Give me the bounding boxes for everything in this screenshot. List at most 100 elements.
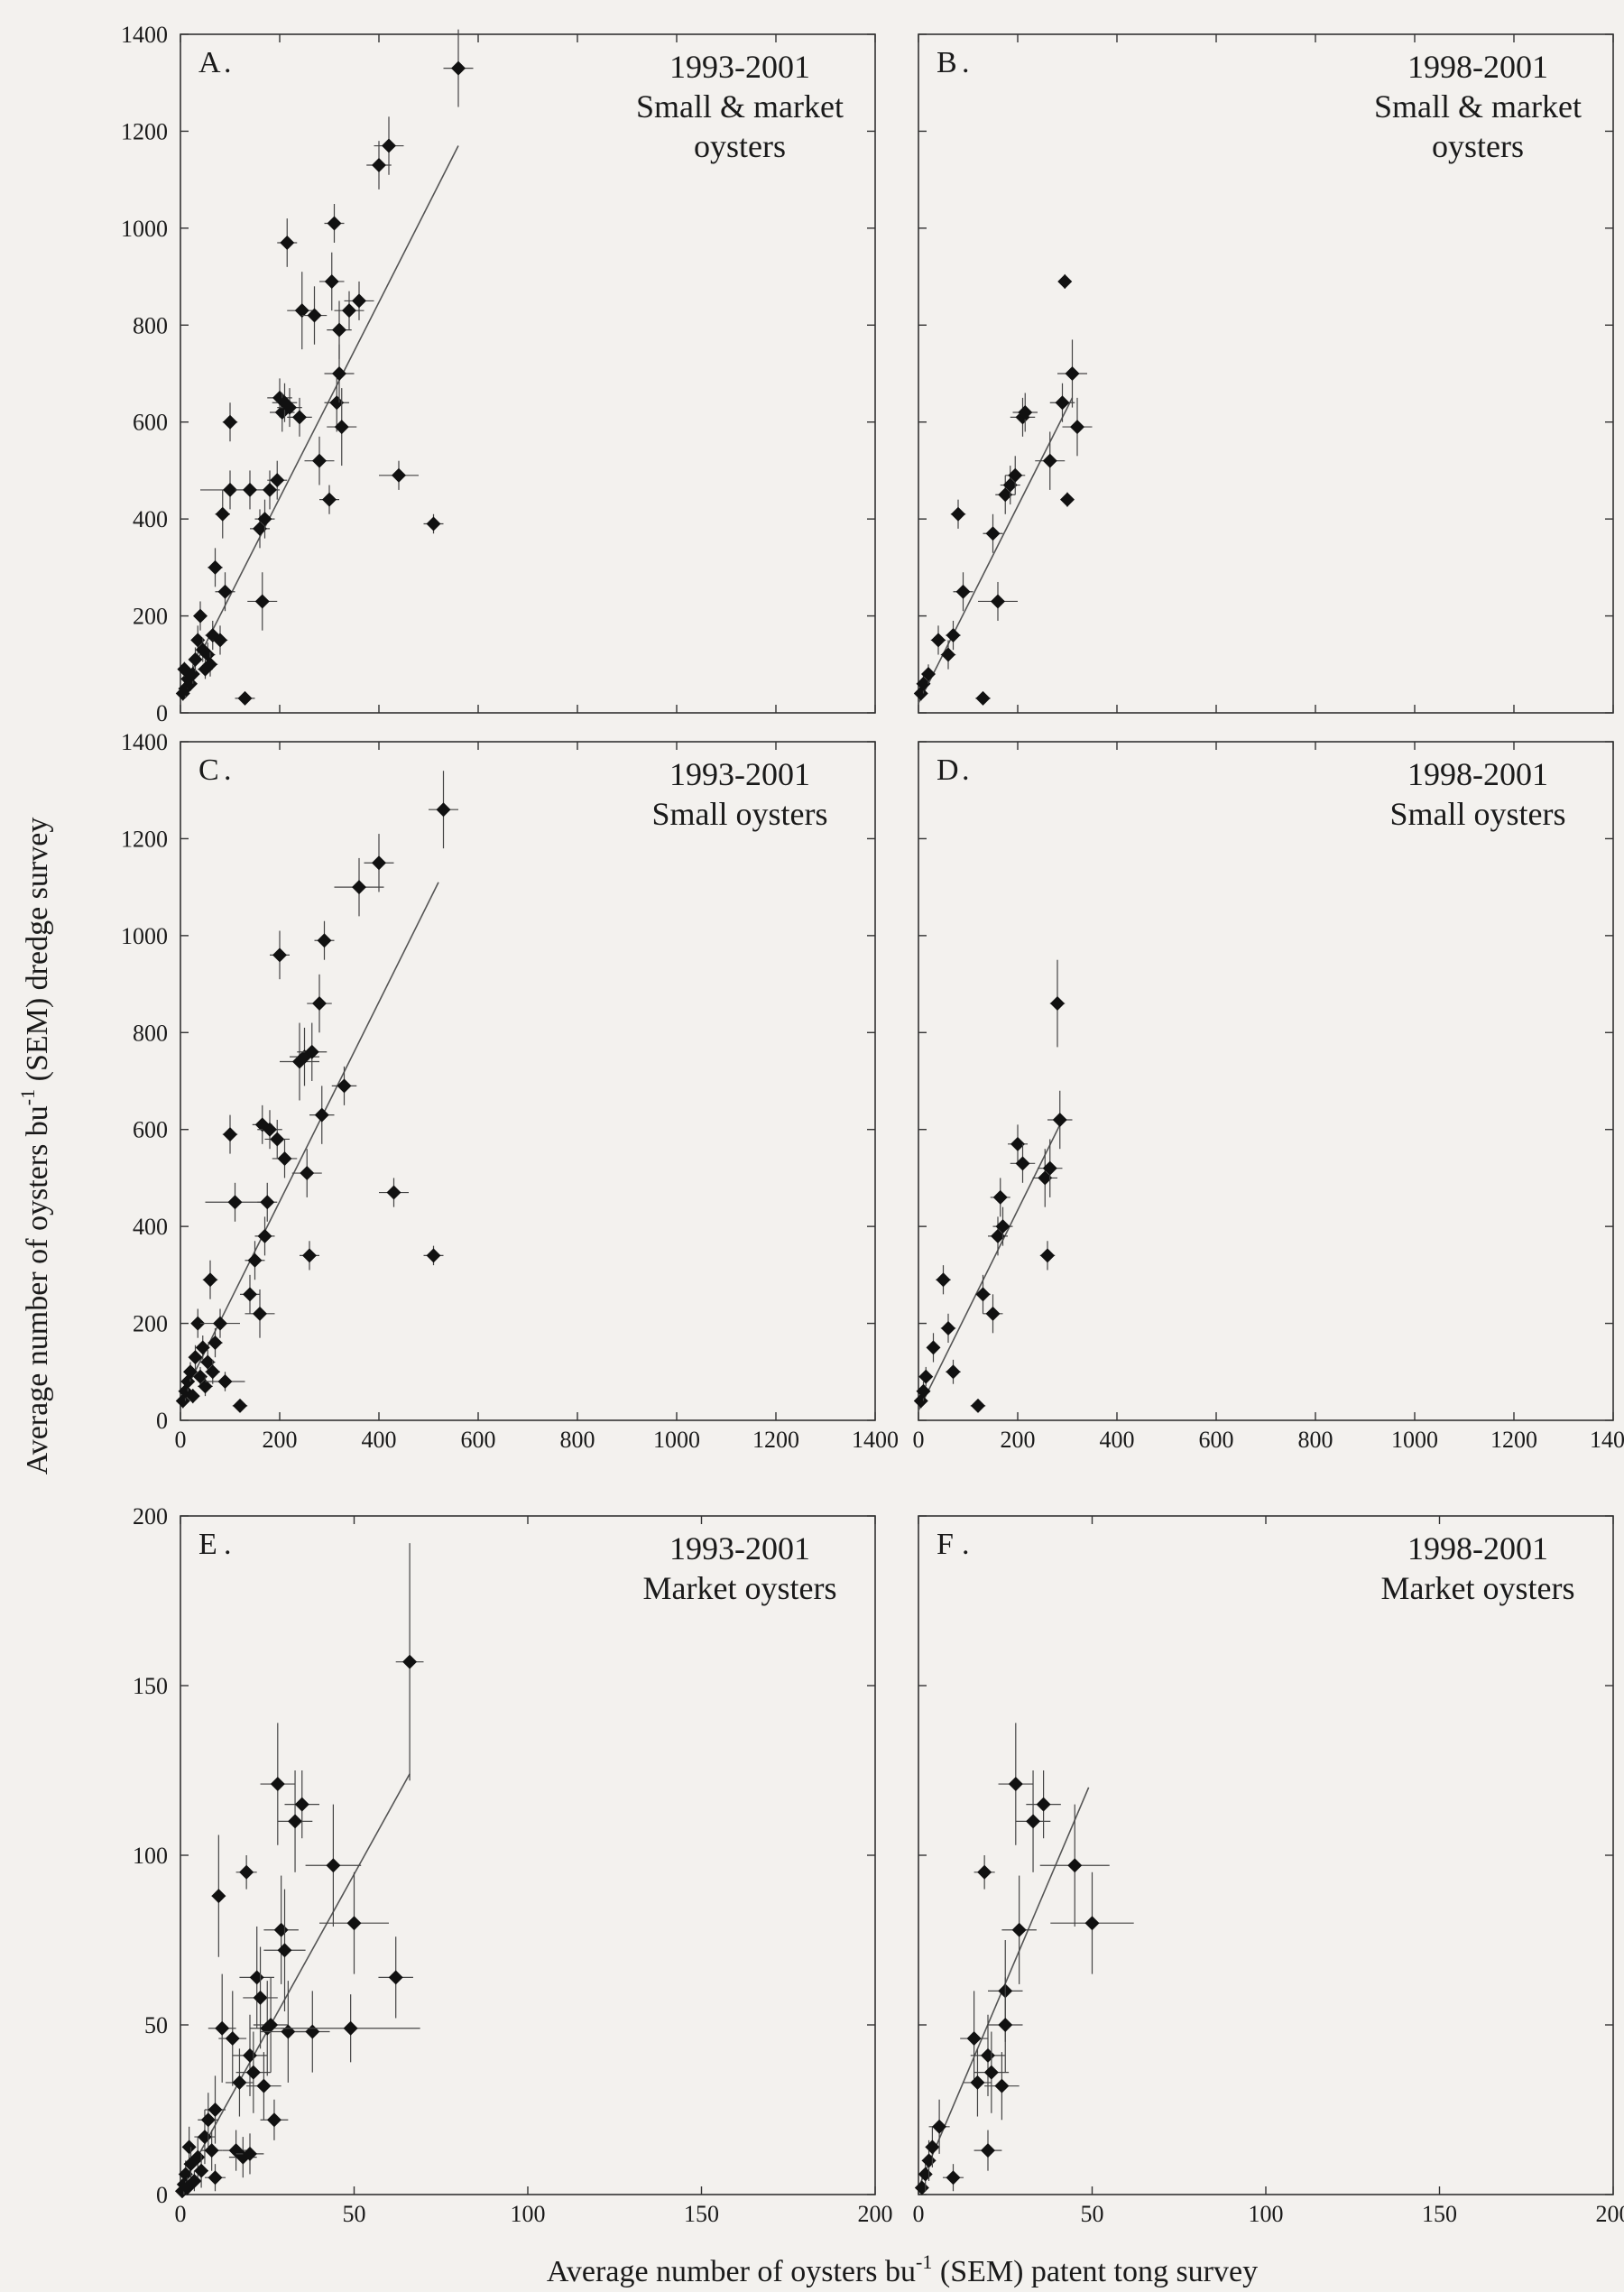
diamond-marker (195, 1340, 210, 1355)
data-point (226, 2048, 254, 2117)
y-tick-label: 1000 (121, 216, 168, 242)
data-point (235, 2133, 264, 2175)
x-tick-label: 600 (1199, 1427, 1234, 1453)
data-point (940, 1313, 956, 1344)
diamond-marker (270, 473, 285, 488)
x-tick-label: 400 (362, 1427, 397, 1453)
panel-letter-dot: . (962, 753, 970, 787)
diamond-marker (981, 2143, 995, 2158)
data-point (319, 485, 339, 514)
x-tick-label: 800 (560, 1427, 595, 1453)
diamond-marker (217, 1374, 233, 1390)
data-point (344, 281, 374, 320)
data-point (205, 1182, 265, 1222)
data-point (204, 2164, 226, 2192)
y-tick-label: 200 (133, 604, 168, 630)
diamond-marker (998, 2018, 1013, 2032)
y-tick-label: 400 (133, 1214, 168, 1240)
diamond-marker (970, 2075, 985, 2090)
data-point (245, 1241, 265, 1280)
data-point (324, 204, 345, 243)
x-tick-label: 150 (1422, 2201, 1457, 2227)
diamond-marker (280, 235, 295, 250)
data-point (200, 1308, 240, 1338)
diamond-marker (260, 1195, 275, 1210)
data-point (314, 920, 335, 960)
data-point (267, 460, 288, 500)
panel-letter-dot: . (962, 1528, 970, 1561)
data-point (988, 1977, 1023, 2073)
y-tick-label: 1200 (121, 118, 168, 144)
data-point (254, 499, 275, 539)
diamond-marker (1057, 273, 1073, 289)
diamond-marker (372, 855, 386, 871)
diamond-marker (1008, 467, 1023, 483)
data-point (253, 1977, 289, 2073)
y-tick-label: 0 (156, 2182, 168, 2208)
diamond-marker (233, 1398, 247, 1413)
data-point (263, 1889, 306, 2011)
panel-title-line: Small & market (636, 88, 844, 125)
data-point (240, 1274, 260, 1314)
diamond-marker (971, 1398, 985, 1413)
diamond-marker (208, 2170, 223, 2186)
data-point (331, 1066, 357, 1105)
x-tick-label: 150 (684, 2201, 719, 2227)
data-point (243, 1946, 278, 2049)
diamond-marker (985, 1306, 1001, 1321)
y-tick-label: 0 (156, 700, 168, 726)
data-point (198, 1376, 213, 1397)
data-point (264, 1119, 290, 1159)
diamond-marker (1052, 1112, 1067, 1127)
diamond-marker (249, 1970, 264, 1985)
diamond-marker (329, 395, 345, 411)
data-point (193, 1366, 208, 1387)
diamond-marker (294, 1797, 309, 1812)
diamond-marker (1042, 453, 1057, 468)
diamond-marker (1008, 1777, 1023, 1792)
diamond-marker (921, 2153, 937, 2168)
diamond-marker (932, 2119, 947, 2134)
diamond-marker (975, 1287, 991, 1302)
diamond-marker (277, 1151, 292, 1166)
diamond-marker (225, 2031, 240, 2047)
data-point (235, 1855, 257, 1890)
diamond-marker (1050, 996, 1065, 1012)
data-point (950, 499, 966, 529)
data-point (1010, 397, 1036, 437)
data-point (926, 1333, 941, 1363)
diamond-marker (203, 1272, 217, 1288)
y-tick-label: 200 (133, 1311, 168, 1337)
diamond-marker (300, 1166, 315, 1181)
data-point (946, 1359, 961, 1384)
y-tick-label: 1400 (121, 22, 168, 48)
panel-letter: C (198, 753, 219, 787)
diamond-marker (1036, 1797, 1051, 1812)
panel-letter-dot: . (224, 753, 232, 787)
diamond-marker (343, 2020, 358, 2036)
data-point (277, 1770, 313, 1872)
data-point (925, 2126, 940, 2167)
data-point (290, 1027, 319, 1086)
data-point (309, 1086, 335, 1144)
panel-title-line: 1998-2001 (1407, 1530, 1548, 1567)
data-point (327, 388, 357, 467)
plot-frame (918, 1515, 1614, 2195)
diamond-marker (204, 2143, 219, 2158)
data-point (272, 1139, 298, 1178)
x-tick-label: 400 (1100, 1427, 1135, 1453)
data-point (188, 647, 203, 672)
data-point (208, 1327, 223, 1358)
diamond-marker (213, 633, 227, 648)
data-point (263, 1875, 299, 1984)
data-point (1062, 397, 1093, 457)
diamond-marker (382, 138, 396, 153)
diamond-marker (213, 1316, 227, 1331)
data-point (222, 2130, 250, 2171)
diamond-marker (991, 594, 1005, 609)
diamond-marker (266, 2112, 281, 2128)
panel-title-line: Small & market (1374, 88, 1582, 125)
data-point (998, 1723, 1034, 1845)
diamond-marker (253, 521, 267, 536)
